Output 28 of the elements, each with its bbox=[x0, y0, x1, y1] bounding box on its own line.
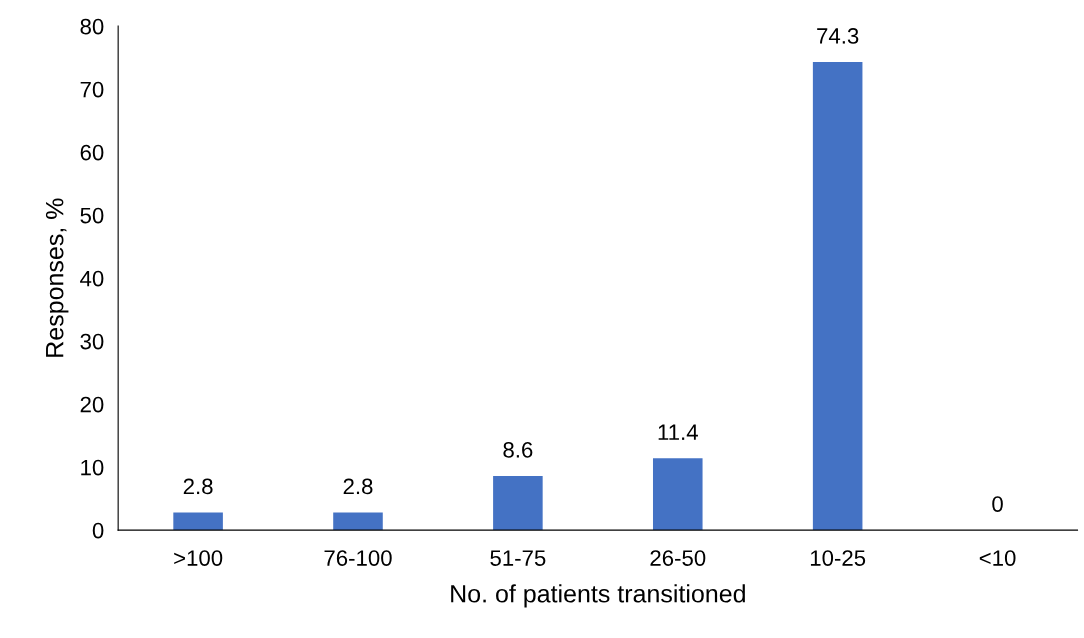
x-axis-title: No. of patients transitioned bbox=[451, 584, 745, 608]
data-label: 0 bbox=[992, 496, 1003, 512]
data-label: 2.8 bbox=[183, 478, 213, 495]
x-tick-label: 10-25 bbox=[810, 550, 866, 566]
bar bbox=[493, 476, 543, 531]
y-tick-label: 70 bbox=[80, 81, 104, 98]
x-tick-label: >100 bbox=[174, 550, 223, 566]
data-label: 8.6 bbox=[503, 441, 533, 458]
y-tick-label: 20 bbox=[80, 396, 104, 413]
data-label: 2.8 bbox=[343, 478, 373, 495]
data-label: 11.4 bbox=[658, 424, 698, 440]
bar bbox=[812, 62, 863, 531]
y-tick-label: 80 bbox=[80, 18, 104, 35]
bar bbox=[173, 512, 223, 531]
bar bbox=[652, 458, 703, 531]
y-tick-label: 60 bbox=[80, 144, 104, 161]
x-tick-label: 51-75 bbox=[490, 550, 546, 566]
x-tick-label: 26-50 bbox=[650, 550, 706, 566]
x-tick-label: <10 bbox=[979, 550, 1016, 566]
data-label: 74.3 bbox=[817, 28, 859, 44]
y-axis-title: Responses, % bbox=[45, 198, 69, 357]
x-tick-label: 76-100 bbox=[324, 550, 392, 566]
bar bbox=[333, 512, 383, 531]
y-tick-label: 30 bbox=[80, 333, 104, 350]
y-tick-label: 50 bbox=[80, 207, 104, 224]
y-tick-label: 0 bbox=[92, 522, 104, 539]
y-tick-label: 10 bbox=[81, 459, 104, 476]
y-tick-label: 40 bbox=[80, 270, 104, 287]
